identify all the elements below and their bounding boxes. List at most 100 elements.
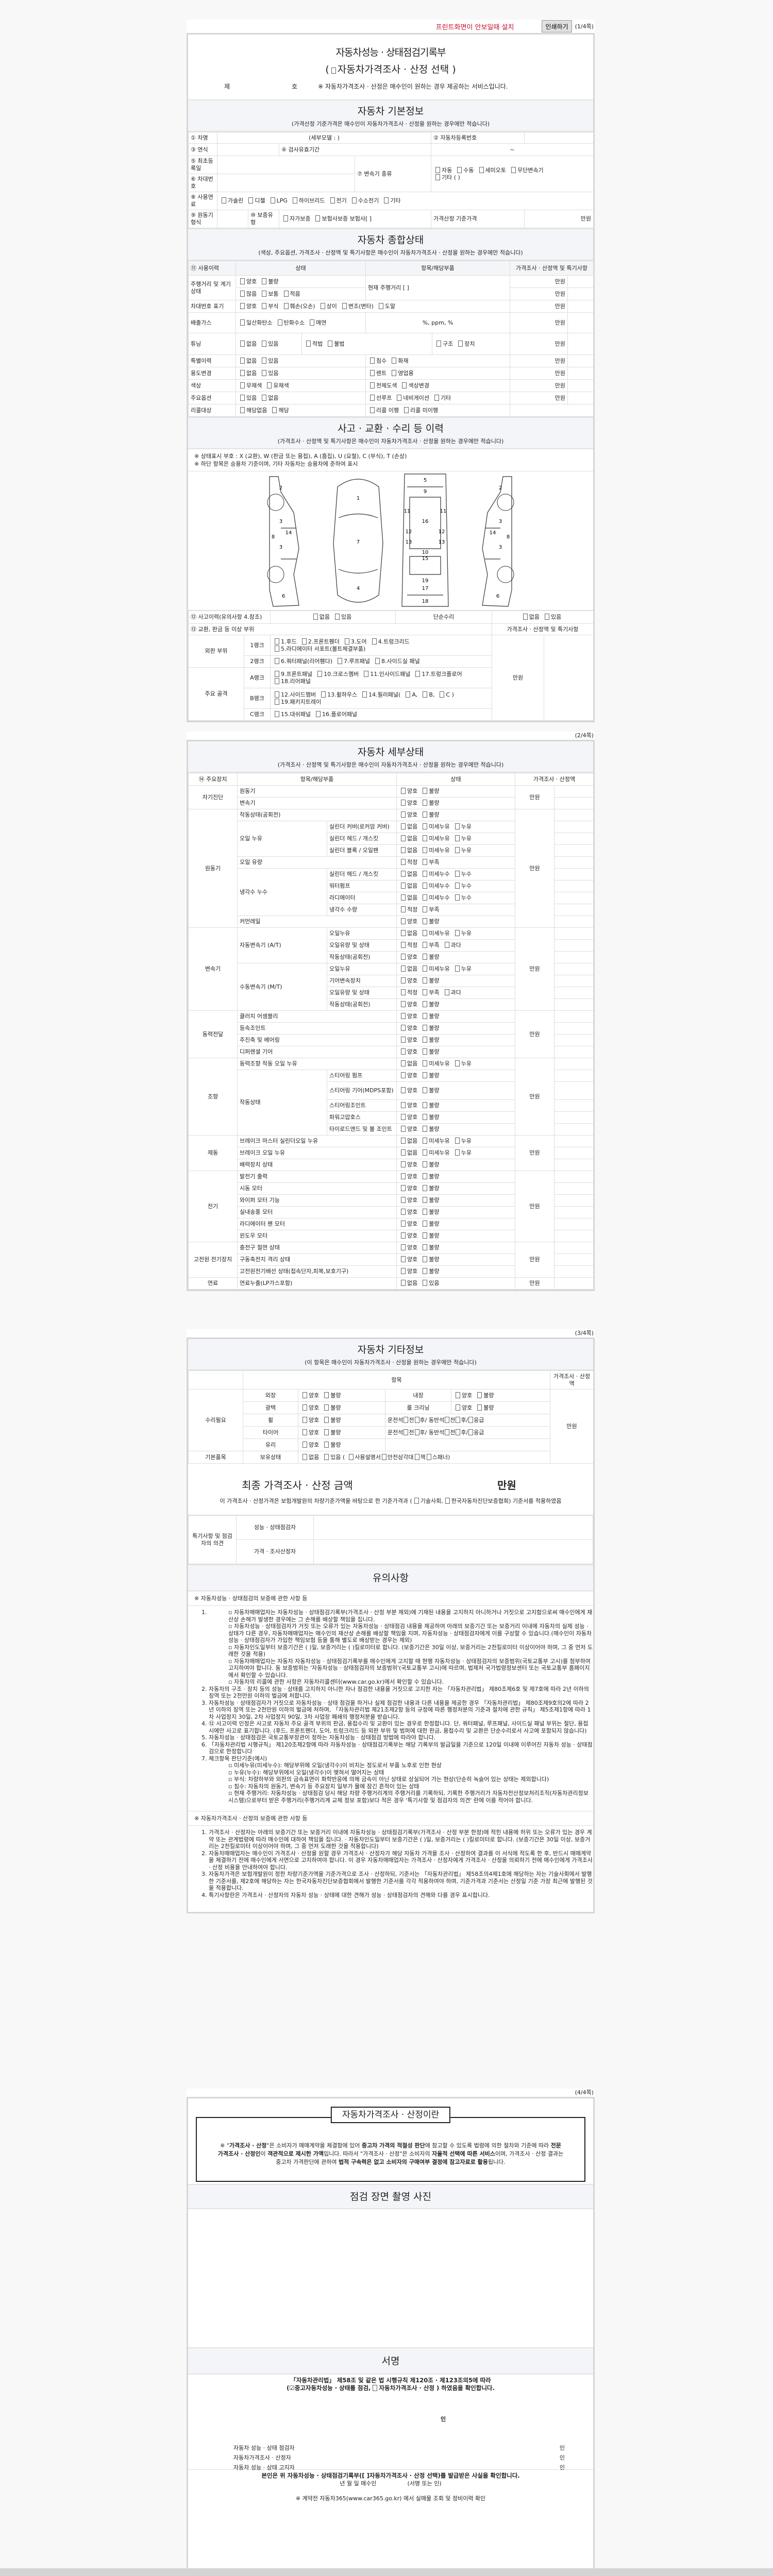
checkbox[interactable] xyxy=(321,691,326,698)
checkbox[interactable] xyxy=(401,1161,406,1167)
checkbox[interactable] xyxy=(303,1404,307,1411)
checkbox[interactable] xyxy=(401,918,406,924)
checkbox[interactable] xyxy=(414,1429,419,1435)
checkbox[interactable] xyxy=(328,340,333,347)
checkbox[interactable] xyxy=(401,811,406,818)
checkbox[interactable] xyxy=(444,942,449,948)
checkbox[interactable] xyxy=(436,340,441,347)
checkbox[interactable] xyxy=(401,977,406,984)
checkbox[interactable] xyxy=(455,835,460,841)
checkbox[interactable] xyxy=(440,691,445,698)
checkbox[interactable] xyxy=(240,382,245,388)
checkbox[interactable] xyxy=(511,166,516,173)
checkbox[interactable] xyxy=(423,1001,428,1007)
checkbox[interactable] xyxy=(275,711,279,717)
checkbox[interactable] xyxy=(401,1025,406,1031)
checkbox[interactable] xyxy=(324,1392,329,1398)
checkbox[interactable] xyxy=(401,1138,406,1144)
checkbox[interactable] xyxy=(401,930,406,936)
checkbox[interactable] xyxy=(435,166,441,173)
checkbox[interactable] xyxy=(272,406,277,413)
checkbox[interactable] xyxy=(342,302,347,309)
checkbox[interactable] xyxy=(262,357,267,364)
checkbox[interactable] xyxy=(381,1453,386,1460)
checkbox[interactable] xyxy=(423,1161,428,1167)
checkbox[interactable] xyxy=(324,1441,329,1448)
checkbox[interactable] xyxy=(401,1048,406,1055)
checkbox[interactable] xyxy=(222,197,226,204)
checkbox[interactable] xyxy=(423,1209,428,1215)
checkbox[interactable] xyxy=(401,894,406,901)
checkbox[interactable] xyxy=(364,670,369,677)
checkbox[interactable] xyxy=(423,847,428,853)
checkbox[interactable] xyxy=(397,394,402,401)
checkbox[interactable] xyxy=(523,614,528,620)
checkbox[interactable] xyxy=(423,1072,428,1078)
checkbox[interactable] xyxy=(370,369,375,376)
checkbox[interactable] xyxy=(401,1001,406,1007)
checkbox[interactable] xyxy=(310,319,315,326)
checkbox[interactable] xyxy=(455,871,460,877)
checkbox[interactable] xyxy=(455,930,460,936)
checkbox[interactable] xyxy=(349,1453,354,1460)
checkbox[interactable] xyxy=(401,1173,406,1179)
checkbox[interactable] xyxy=(468,1429,474,1435)
checkbox[interactable] xyxy=(370,406,375,413)
checkbox[interactable] xyxy=(401,1256,406,1262)
checkbox[interactable] xyxy=(401,1221,406,1227)
checkbox[interactable] xyxy=(330,197,335,204)
checkbox[interactable] xyxy=(423,1149,428,1156)
checkbox[interactable] xyxy=(423,1102,428,1108)
checkbox[interactable] xyxy=(423,883,428,889)
checkbox[interactable] xyxy=(404,1416,409,1423)
checkbox[interactable] xyxy=(414,1416,419,1423)
checkbox[interactable] xyxy=(401,1209,406,1215)
checkbox[interactable] xyxy=(477,1392,482,1398)
checkbox[interactable] xyxy=(324,1416,329,1423)
checkbox[interactable] xyxy=(423,894,428,901)
price-survey-checkbox[interactable] xyxy=(373,2385,378,2391)
checkbox[interactable] xyxy=(423,1060,428,1066)
checkbox[interactable] xyxy=(423,1280,428,1286)
checkbox[interactable] xyxy=(283,302,289,309)
checkbox[interactable] xyxy=(275,677,279,684)
checkbox[interactable] xyxy=(262,369,267,376)
checkbox[interactable] xyxy=(306,340,311,347)
checkbox[interactable] xyxy=(401,1013,406,1019)
checkbox[interactable] xyxy=(401,1060,406,1066)
checkbox[interactable] xyxy=(444,989,449,995)
checkbox[interactable] xyxy=(401,942,406,948)
checkbox[interactable] xyxy=(423,1244,428,1250)
checkbox[interactable] xyxy=(303,1453,307,1460)
checkbox[interactable] xyxy=(458,340,463,347)
checkbox[interactable] xyxy=(415,670,421,677)
checkbox[interactable] xyxy=(445,1416,450,1423)
checkbox[interactable] xyxy=(401,1087,406,1093)
checkbox[interactable] xyxy=(320,302,325,309)
checkbox[interactable] xyxy=(317,670,323,677)
checkbox[interactable] xyxy=(362,691,367,698)
checkbox[interactable] xyxy=(401,847,406,853)
checkbox[interactable] xyxy=(423,1221,428,1227)
checkbox[interactable] xyxy=(423,1048,428,1055)
checkbox[interactable] xyxy=(324,1404,329,1411)
checkbox[interactable] xyxy=(545,614,549,620)
checkbox[interactable] xyxy=(401,859,406,865)
checkbox[interactable] xyxy=(240,302,245,309)
checkbox[interactable] xyxy=(423,965,428,972)
checkbox[interactable] xyxy=(423,800,428,806)
checkbox[interactable] xyxy=(423,823,428,829)
checkbox[interactable] xyxy=(283,215,288,222)
checkbox[interactable] xyxy=(324,1453,329,1460)
checkbox[interactable] xyxy=(262,394,267,401)
checkbox[interactable] xyxy=(434,394,439,401)
checkbox[interactable] xyxy=(426,1453,431,1460)
checkbox[interactable] xyxy=(423,1138,428,1144)
checkbox[interactable] xyxy=(423,691,428,698)
checkbox[interactable] xyxy=(404,1429,409,1435)
checkbox[interactable] xyxy=(344,638,349,645)
checkbox[interactable] xyxy=(423,811,428,818)
checkbox[interactable] xyxy=(456,1429,461,1435)
checkbox[interactable] xyxy=(324,1429,329,1435)
appraiser-opinion-field[interactable] xyxy=(313,1539,593,1564)
